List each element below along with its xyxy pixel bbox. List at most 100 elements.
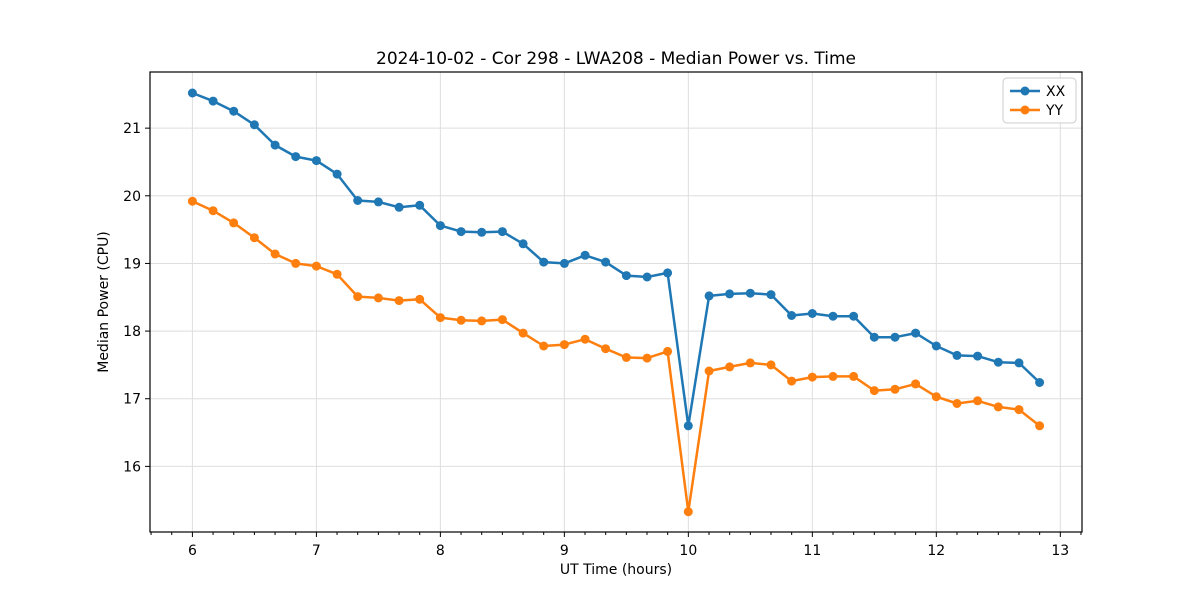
series-YY-marker	[539, 341, 549, 351]
series-XX-marker	[497, 227, 507, 237]
axis-ticks	[145, 127, 1082, 537]
y-tick-label: 16	[123, 459, 141, 475]
y-tick-label: 20	[123, 189, 141, 205]
series-XX-marker	[580, 250, 590, 260]
y-tick-label: 17	[123, 392, 141, 408]
grid	[150, 72, 1082, 532]
series-YY-marker	[291, 258, 301, 268]
series-XX-marker	[704, 291, 714, 301]
series-XX-marker	[663, 268, 673, 278]
y-tick-label: 18	[123, 324, 141, 340]
series-YY-marker	[890, 384, 900, 394]
legend: XX YY	[1002, 77, 1077, 124]
series-XX-marker	[208, 96, 218, 106]
series-XX-marker	[869, 332, 879, 342]
series-XX-marker	[952, 350, 962, 360]
series-XX-marker	[291, 152, 301, 162]
series-YY-marker	[229, 218, 239, 228]
x-tick-label: 12	[927, 543, 945, 559]
series-YY-marker	[911, 379, 921, 389]
legend-marker	[1020, 86, 1030, 96]
series-XX-marker	[332, 169, 342, 179]
series-YY-marker	[435, 313, 445, 323]
plot-border	[149, 71, 1083, 533]
series-XX-marker	[807, 309, 817, 318]
series-XX-marker	[477, 227, 487, 237]
series-XX-marker	[539, 257, 549, 267]
series-XX-marker	[828, 311, 838, 321]
legend-label-YY: YY	[1045, 103, 1064, 119]
series-XX-marker	[993, 357, 1003, 367]
series-YY-marker	[973, 396, 983, 406]
series-XX-marker	[973, 351, 983, 361]
x-axis-label: UT Time (hours)	[560, 562, 672, 578]
tick-labels: 6 7 8 9 10 11 12 13 16 17 18 19 20 21	[123, 121, 1069, 559]
series-YY-marker	[580, 334, 590, 344]
series-YY-marker	[931, 392, 941, 402]
x-tick-label: 8	[436, 543, 445, 559]
series-XX-marker	[725, 289, 735, 299]
series-XX-line	[191, 91, 1041, 428]
x-tick-label: 7	[312, 543, 321, 559]
series-YY-marker	[787, 376, 797, 386]
series-XX-marker	[601, 257, 611, 267]
series-XX-marker	[518, 239, 528, 249]
legend-marker	[1020, 105, 1030, 115]
series-XX-marker	[187, 88, 197, 98]
series-YY-marker	[249, 233, 259, 243]
series-XX-marker	[270, 140, 280, 150]
legend-label-XX: XX	[1046, 84, 1066, 100]
series-YY-marker	[559, 340, 569, 350]
series-YY-marker	[477, 316, 487, 326]
series-XX-marker	[787, 311, 797, 320]
series-YY-marker	[849, 371, 859, 381]
series-YY-marker	[456, 315, 466, 325]
series-XX-marker	[911, 328, 921, 338]
series-XX-marker	[249, 120, 259, 130]
series-YY-marker	[869, 386, 879, 396]
series-XX-marker	[311, 156, 321, 166]
series-XX-marker	[849, 311, 859, 321]
series-XX-marker	[1014, 358, 1024, 368]
series-YY-marker	[663, 346, 673, 356]
series-XX-marker	[373, 197, 383, 207]
chart-title: 2024-10-02 - Cor 298 - LWA208 - Median P…	[376, 49, 856, 69]
series-XX-marker	[621, 271, 631, 281]
series-YY-marker	[518, 328, 528, 338]
series-YY-marker	[353, 292, 363, 302]
series-YY-line	[191, 200, 1041, 513]
series-YY-marker	[1035, 421, 1045, 431]
x-tick-label: 13	[1051, 543, 1069, 559]
x-tick-label: 9	[560, 543, 569, 559]
series-XX-marker	[931, 341, 941, 351]
series-YY-marker	[993, 402, 1003, 412]
x-tick-label: 6	[188, 543, 197, 559]
series-YY-marker	[187, 196, 197, 206]
series-YY-marker	[415, 294, 425, 304]
x-tick-label: 11	[803, 543, 821, 559]
series-YY-marker	[373, 293, 383, 303]
series-YY-marker	[208, 206, 218, 216]
series-YY-marker	[601, 344, 611, 354]
series-YY-marker	[270, 249, 280, 259]
series-YY-marker	[642, 353, 652, 363]
series-YY-marker	[332, 269, 342, 279]
y-tick-label: 19	[123, 256, 141, 272]
series-XX-marker	[353, 196, 363, 205]
series-YY-marker	[311, 261, 321, 271]
series-XX-marker	[559, 258, 569, 268]
y-axis-label: Median Power (CPU)	[96, 231, 112, 373]
series-XX-marker	[394, 202, 404, 212]
data-series	[187, 88, 1045, 517]
series-YY-marker	[683, 507, 693, 517]
series-XX-marker	[766, 290, 776, 300]
series-YY-marker	[497, 315, 507, 325]
y-tick-label: 21	[123, 121, 141, 137]
series-XX-marker	[890, 332, 900, 342]
series-XX-marker	[1035, 378, 1045, 387]
series-YY-marker	[725, 362, 735, 372]
series-XX-marker	[456, 227, 466, 237]
series-YY-marker	[952, 399, 962, 408]
